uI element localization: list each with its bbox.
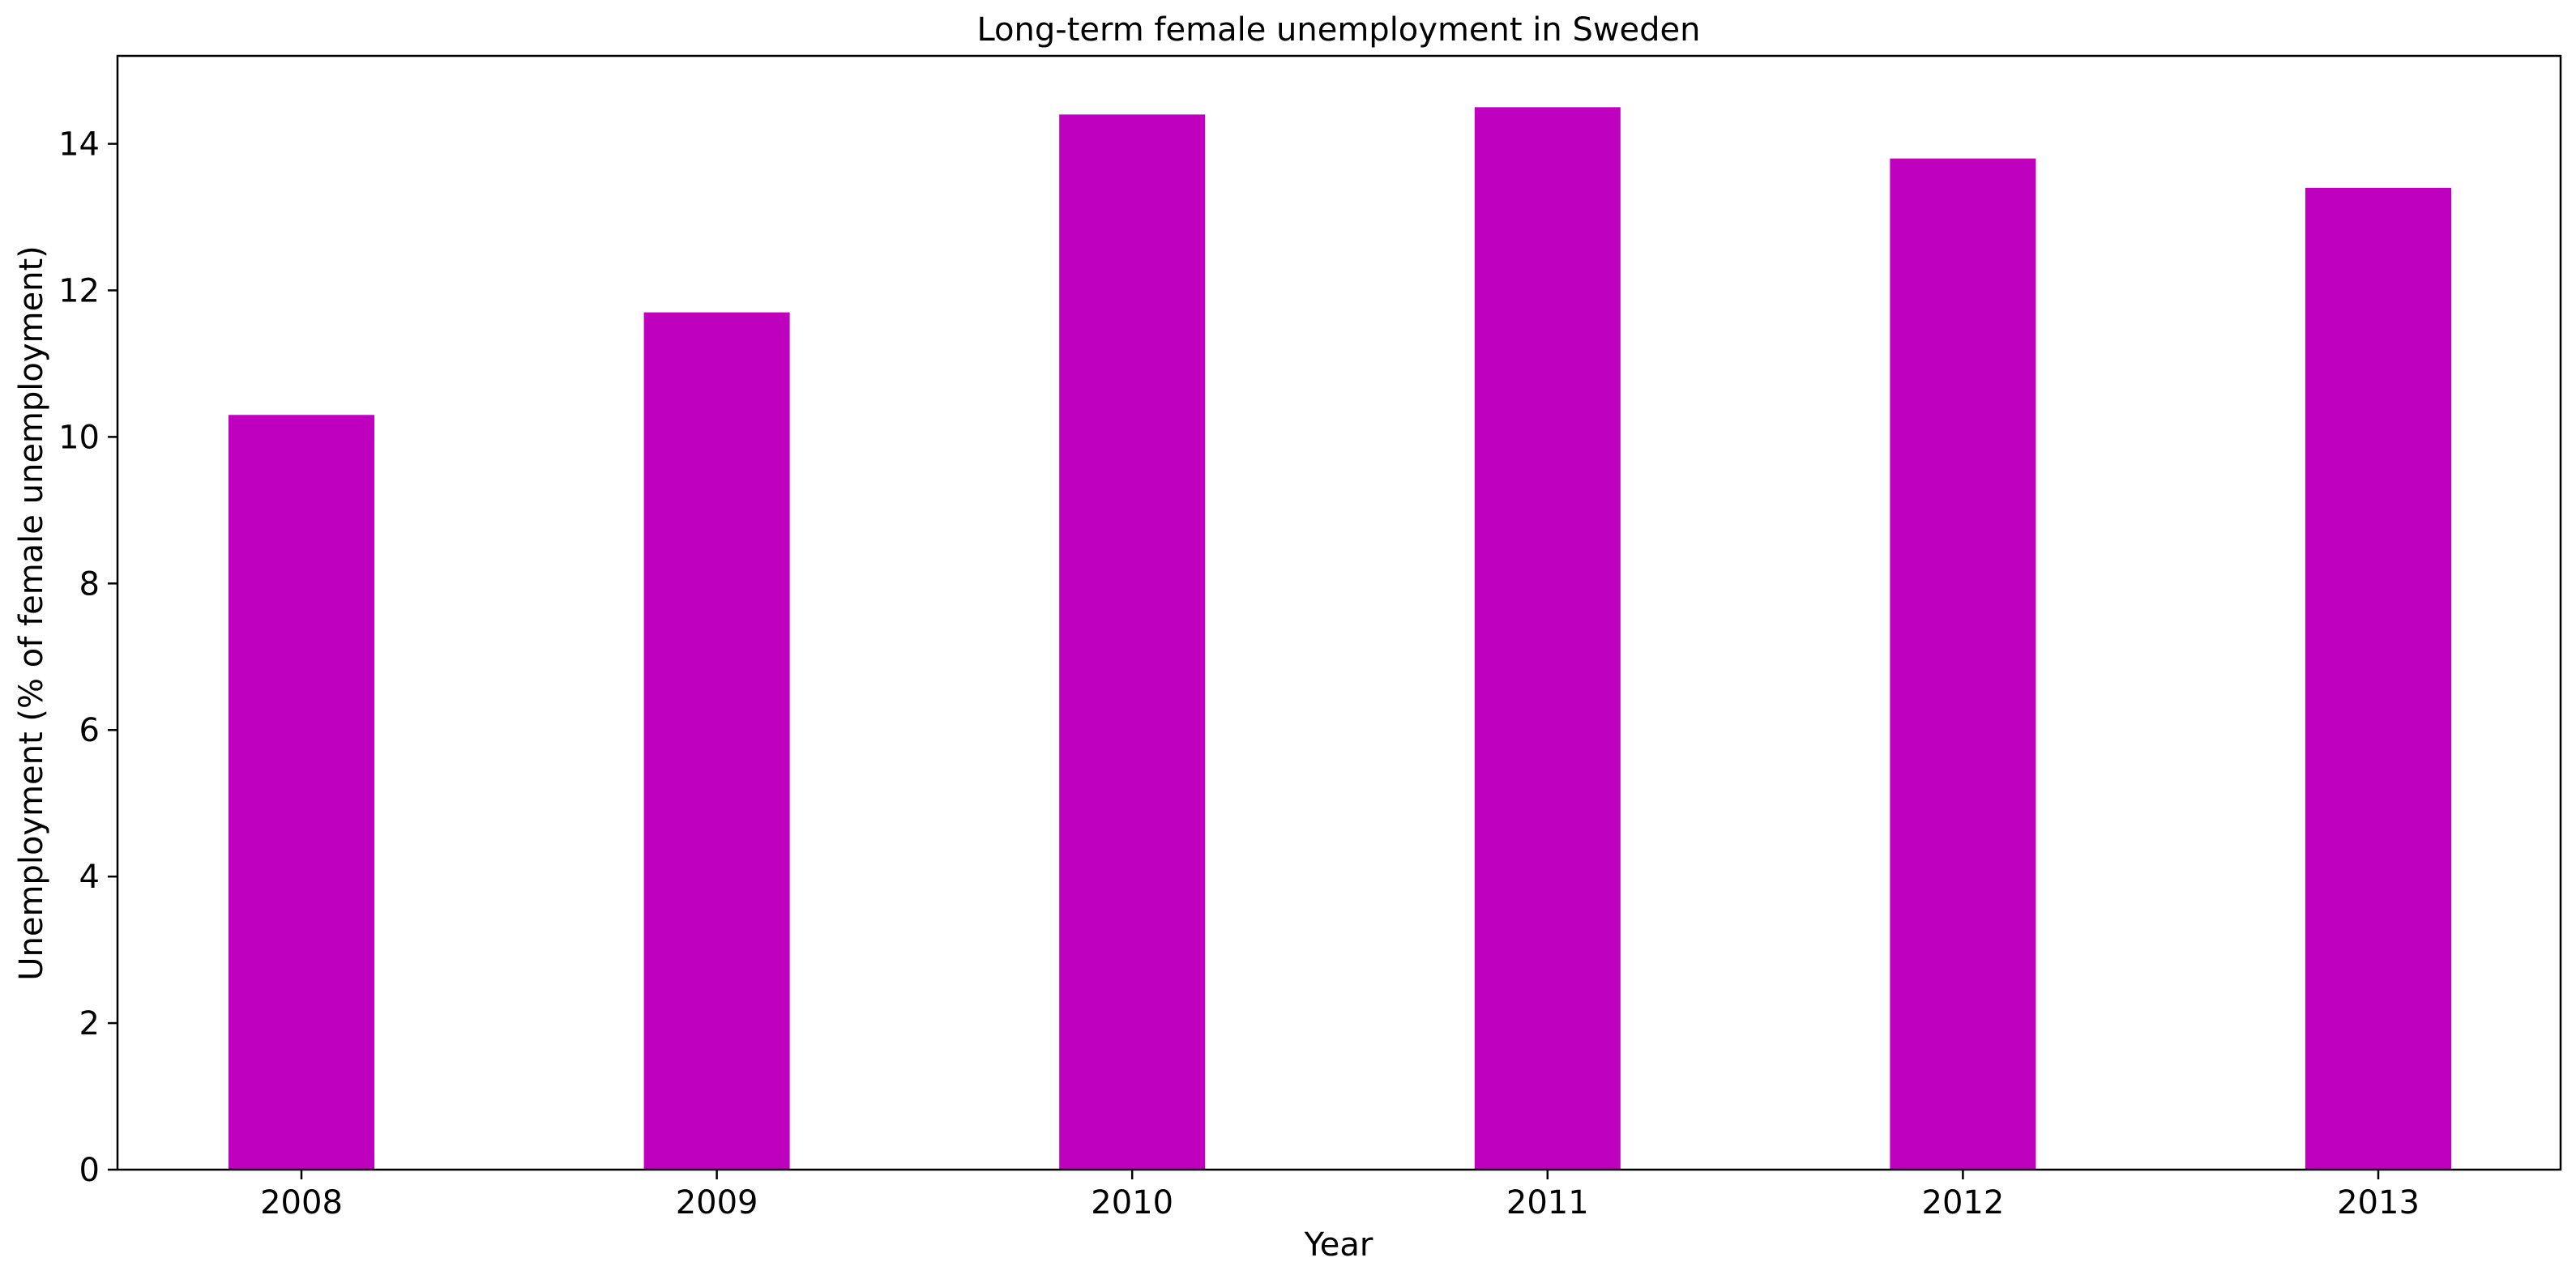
bar-2008 — [229, 415, 374, 1170]
y-axis-ticks: 0 2 4 6 8 10 12 14 — [58, 126, 117, 1189]
y-tick-label-8: 8 — [79, 565, 100, 603]
x-tick-label-2008: 2008 — [260, 1184, 343, 1221]
bar-2011 — [1474, 107, 1621, 1170]
x-tick-label-2011: 2011 — [1506, 1184, 1589, 1221]
x-axis-label: Year — [1304, 1226, 1373, 1264]
bar-2013 — [2305, 187, 2451, 1170]
y-tick-label-14: 14 — [58, 126, 100, 164]
x-tick-label-2012: 2012 — [1922, 1184, 2005, 1221]
y-tick-label-12: 12 — [58, 272, 100, 309]
bar-2012 — [1890, 158, 2036, 1170]
bar-2009 — [643, 312, 790, 1170]
y-tick-label-2: 2 — [79, 1005, 100, 1042]
chart-title: Long-term female unemployment in Sweden — [976, 11, 1700, 49]
x-axis-ticks: 2008 2009 2010 2011 2012 2013 — [260, 1170, 2420, 1221]
y-tick-label-0: 0 — [79, 1152, 100, 1189]
y-tick-label-6: 6 — [79, 712, 100, 749]
y-tick-label-10: 10 — [58, 419, 100, 456]
y-tick-label-4: 4 — [79, 859, 100, 896]
x-tick-label-2009: 2009 — [676, 1184, 758, 1221]
plot-area-frame — [116, 54, 2562, 1171]
x-tick-label-2013: 2013 — [2337, 1184, 2420, 1221]
x-tick-label-2010: 2010 — [1091, 1184, 1173, 1221]
bar-2010 — [1059, 114, 1206, 1170]
bars-group — [229, 107, 2451, 1170]
y-axis-label: Unemployment (% of female unemployment) — [13, 245, 50, 981]
